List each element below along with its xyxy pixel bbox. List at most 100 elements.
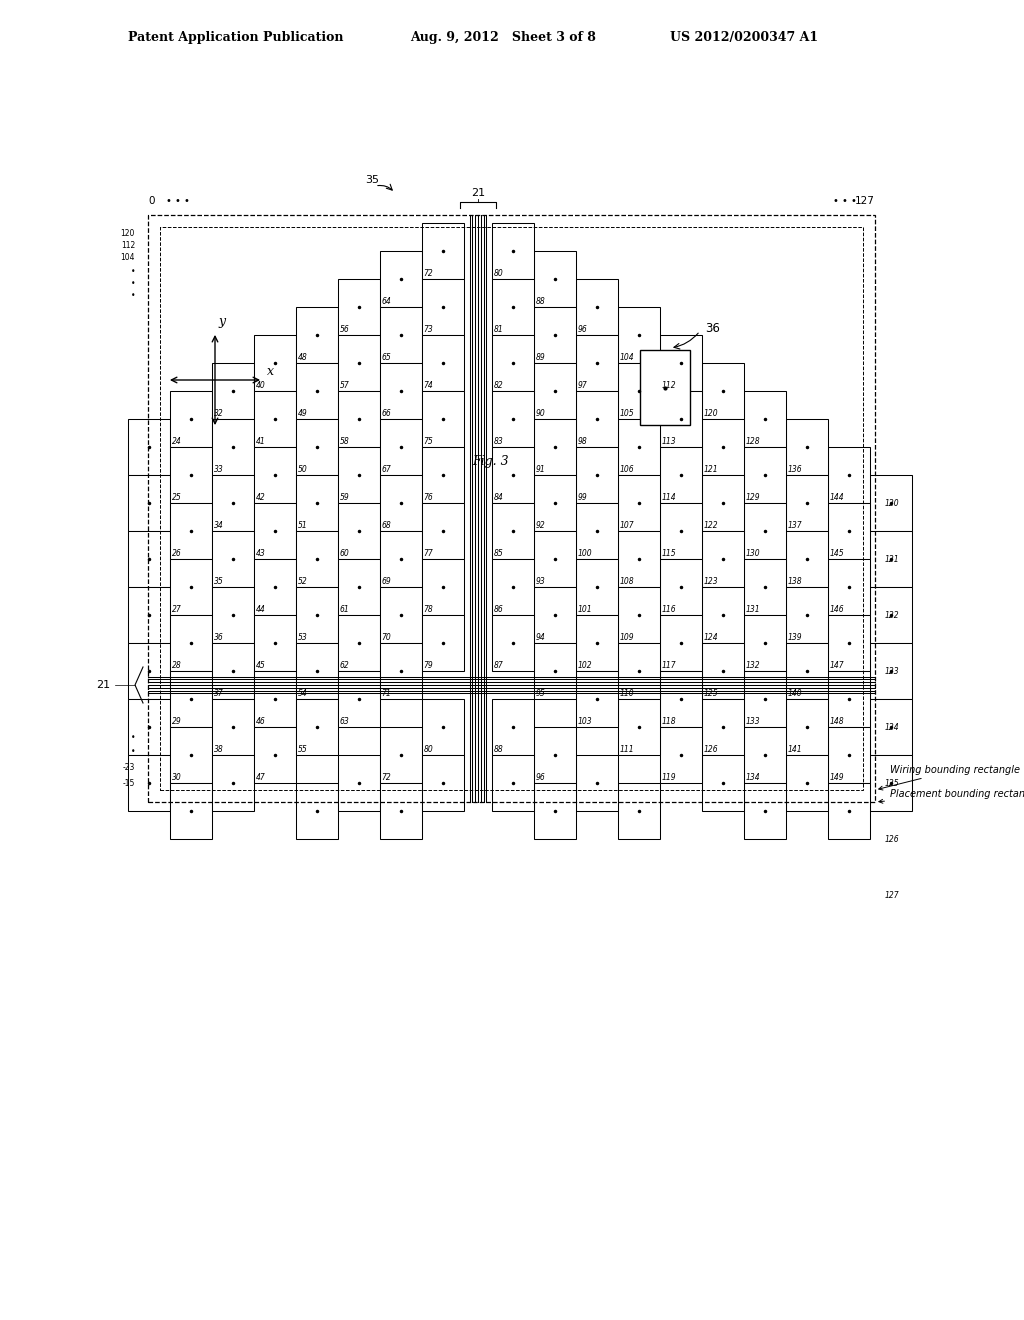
Bar	[492, 335, 534, 391]
Bar	[170, 615, 212, 671]
Text: 48: 48	[298, 352, 307, 362]
Text: 144: 144	[829, 492, 844, 502]
Text: 119: 119	[662, 772, 676, 781]
Bar	[212, 755, 254, 810]
Text: 103: 103	[578, 717, 592, 726]
Text: 55: 55	[298, 744, 307, 754]
Text: 26: 26	[171, 549, 181, 557]
Bar	[296, 700, 338, 755]
Text: Fig. 3: Fig. 3	[472, 455, 508, 469]
Text: 120: 120	[885, 499, 900, 507]
Bar	[160, 227, 863, 789]
Bar	[170, 671, 212, 727]
Bar	[422, 755, 464, 810]
Bar	[744, 558, 786, 615]
Text: 29: 29	[171, 717, 181, 726]
Bar	[744, 671, 786, 727]
Text: 130: 130	[745, 549, 760, 557]
Bar	[575, 615, 618, 671]
Text: 125: 125	[885, 779, 900, 788]
Text: 121: 121	[885, 554, 900, 564]
Text: 148: 148	[829, 717, 844, 726]
Bar	[870, 643, 912, 700]
Bar	[128, 531, 170, 587]
Bar	[380, 251, 422, 308]
Text: -23: -23	[123, 763, 135, 771]
Text: 67: 67	[382, 465, 391, 474]
Bar	[618, 363, 660, 418]
Text: 149: 149	[829, 772, 844, 781]
Bar	[422, 503, 464, 558]
Text: 122: 122	[885, 610, 900, 619]
Bar	[492, 223, 534, 279]
Bar	[380, 643, 422, 700]
Bar	[575, 391, 618, 447]
Text: 78: 78	[424, 605, 433, 614]
Text: 83: 83	[494, 437, 503, 446]
Text: 115: 115	[662, 549, 676, 557]
Bar	[296, 363, 338, 418]
Text: 43: 43	[256, 549, 265, 557]
Text: •: •	[130, 747, 135, 756]
Text: 128: 128	[745, 437, 760, 446]
Text: 133: 133	[745, 717, 760, 726]
Bar	[254, 727, 296, 783]
Bar	[296, 643, 338, 700]
Bar	[212, 643, 254, 700]
Text: 86: 86	[494, 605, 503, 614]
Bar	[422, 700, 464, 755]
Text: 21: 21	[96, 680, 110, 690]
Bar	[786, 418, 828, 475]
Text: 132: 132	[745, 660, 760, 669]
Bar	[702, 418, 744, 475]
Text: 136: 136	[787, 465, 802, 474]
Text: 140: 140	[787, 689, 802, 697]
Text: 69: 69	[382, 577, 391, 586]
Bar	[618, 308, 660, 363]
Text: 24: 24	[171, 437, 181, 446]
Text: 42: 42	[256, 492, 265, 502]
Text: 75: 75	[424, 437, 433, 446]
Text: 68: 68	[382, 520, 391, 529]
Text: 56: 56	[340, 325, 349, 334]
Text: -15: -15	[123, 780, 135, 788]
Bar	[744, 727, 786, 783]
Text: 101: 101	[578, 605, 592, 614]
Bar	[380, 531, 422, 587]
Bar	[212, 418, 254, 475]
Text: 141: 141	[787, 744, 802, 754]
Text: 93: 93	[536, 577, 545, 586]
Text: 118: 118	[662, 717, 676, 726]
Text: 65: 65	[382, 352, 391, 362]
Bar	[170, 503, 212, 558]
Bar	[128, 475, 170, 531]
Bar	[828, 503, 870, 558]
Bar	[660, 447, 702, 503]
Bar	[534, 475, 575, 531]
Text: x: x	[267, 366, 274, 378]
Text: 137: 137	[787, 520, 802, 529]
Text: 98: 98	[578, 437, 587, 446]
Bar	[660, 558, 702, 615]
Bar	[254, 503, 296, 558]
Bar	[380, 587, 422, 643]
Text: 125: 125	[703, 689, 718, 697]
Text: •: •	[130, 733, 135, 742]
Bar	[212, 587, 254, 643]
Bar	[170, 391, 212, 447]
Text: 72: 72	[382, 772, 391, 781]
Bar	[786, 531, 828, 587]
Bar	[618, 643, 660, 700]
Bar	[254, 671, 296, 727]
Text: 89: 89	[536, 352, 545, 362]
Text: 51: 51	[298, 520, 307, 529]
Bar	[660, 671, 702, 727]
Bar	[534, 251, 575, 308]
Bar	[870, 587, 912, 643]
Text: 27: 27	[171, 605, 181, 614]
Bar	[422, 615, 464, 671]
Bar	[254, 391, 296, 447]
Text: 73: 73	[424, 325, 433, 334]
Text: 0: 0	[148, 195, 155, 206]
Bar	[575, 671, 618, 727]
